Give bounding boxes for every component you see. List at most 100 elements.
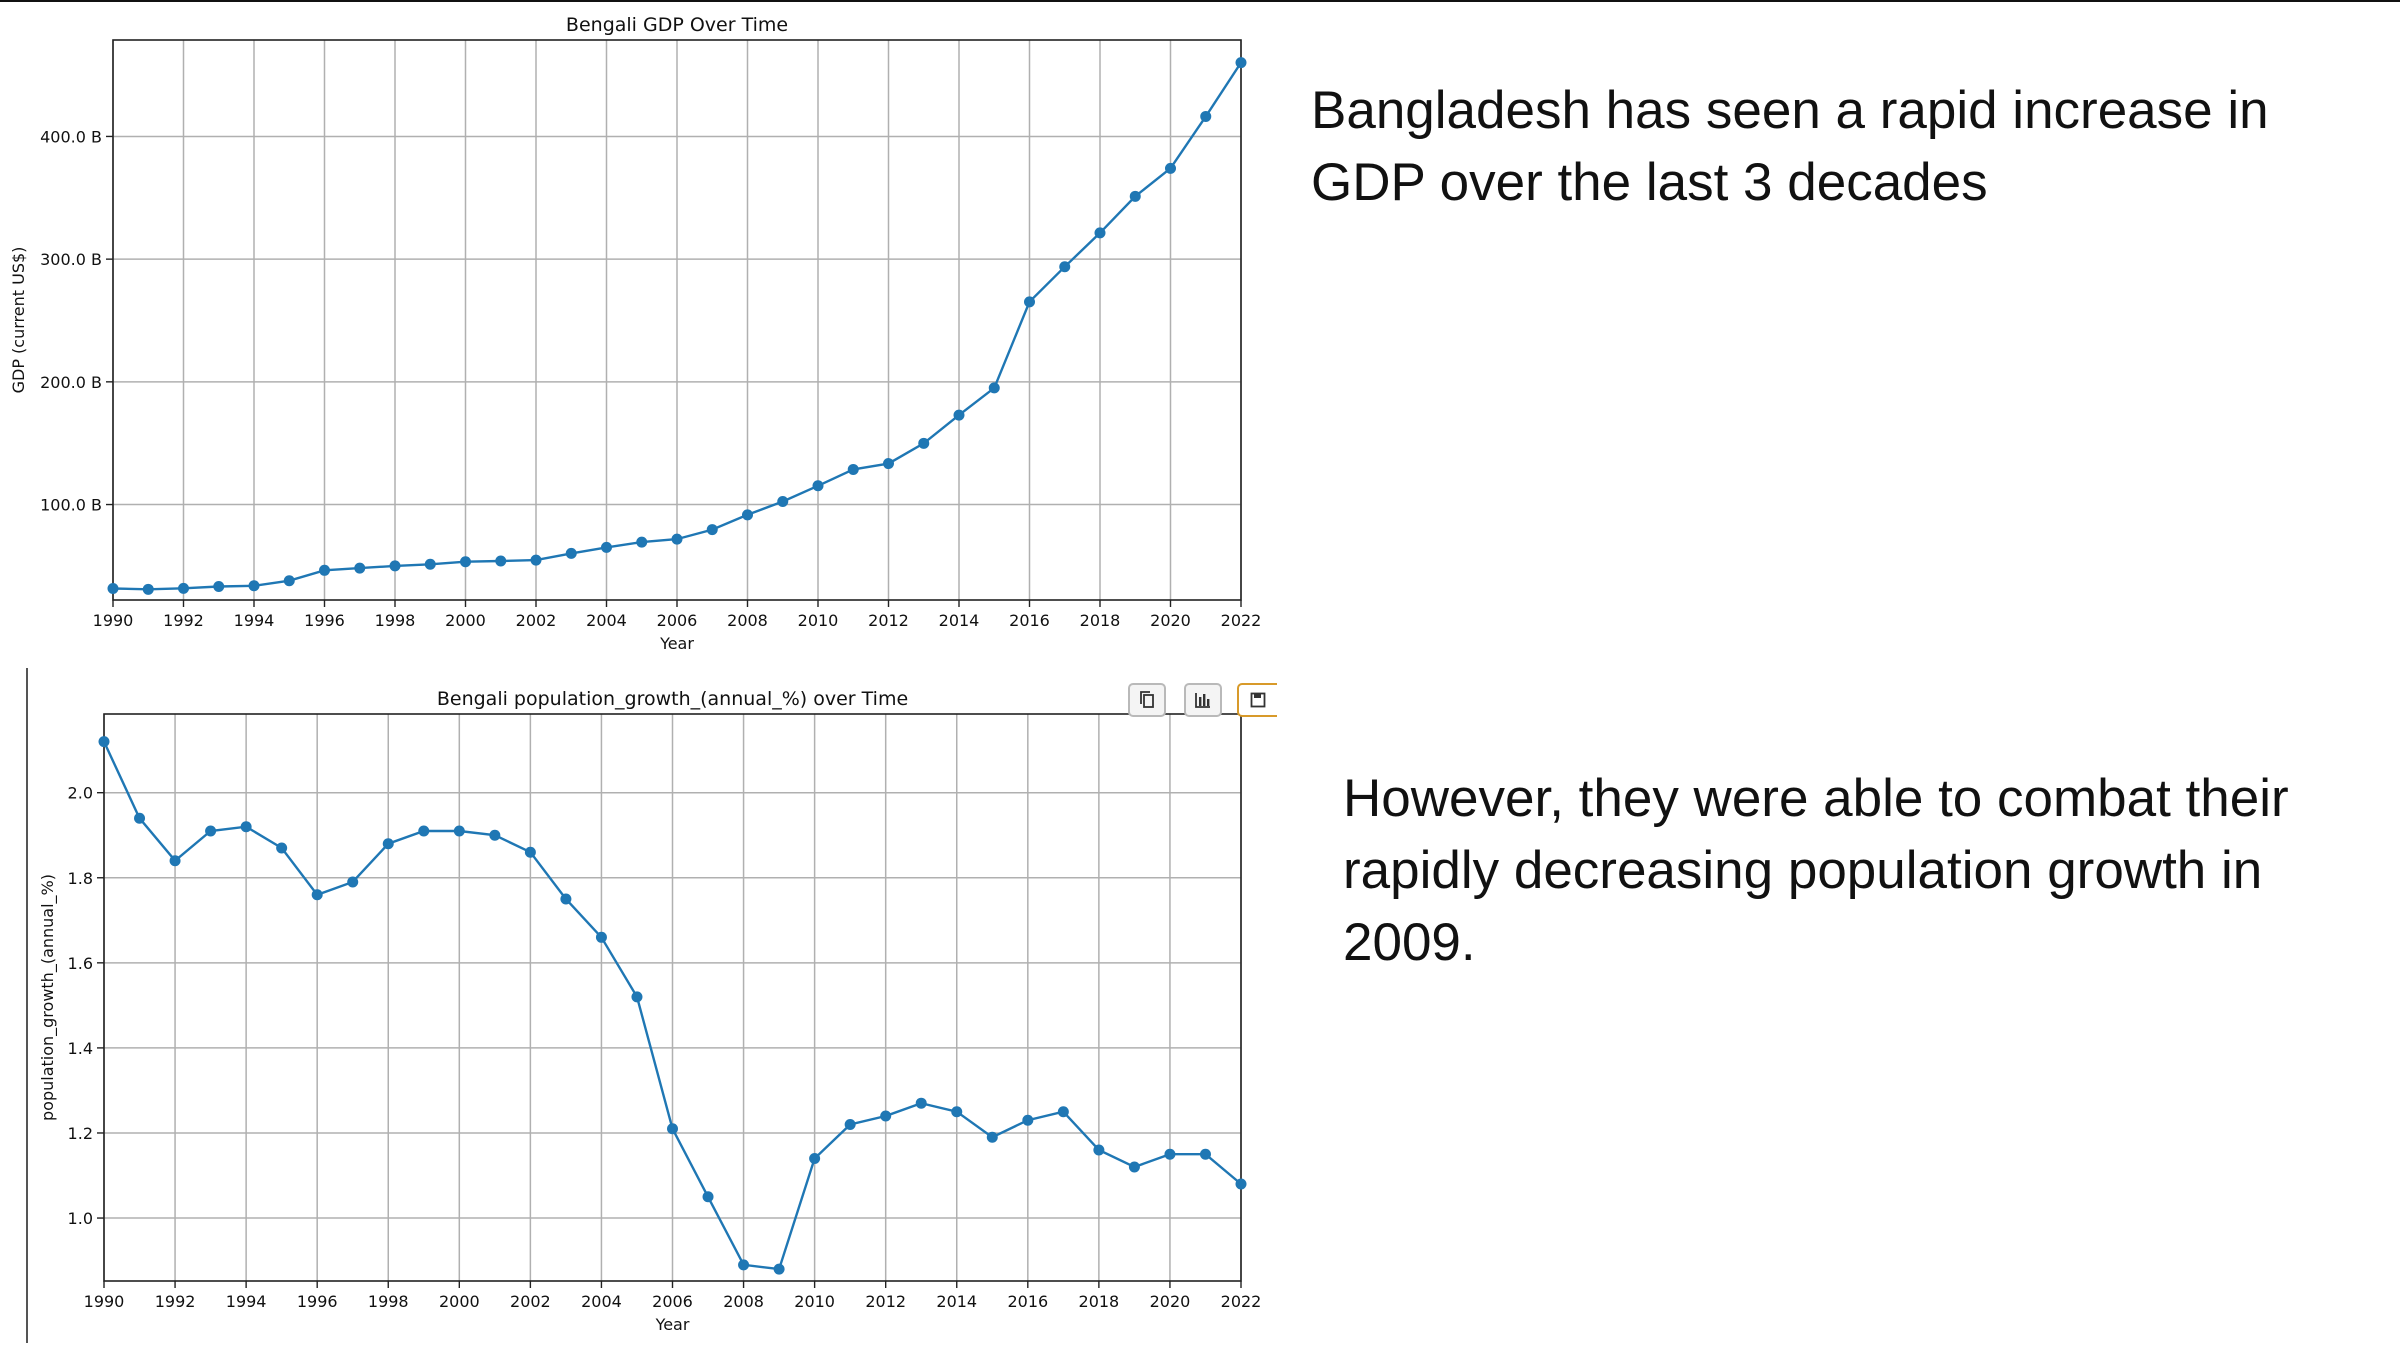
x-tick-label: 2020 [1150,611,1191,630]
data-point [460,556,471,568]
population-caption: However, they were able to combat their … [1343,769,2289,972]
x-tick-label: 2012 [868,611,909,630]
data-point [107,582,119,594]
data-point [1128,1161,1140,1173]
data-point [248,580,260,592]
x-tick-label: 2000 [439,1292,480,1311]
data-point [915,1097,927,1109]
data-point [1059,261,1071,273]
data-point [276,842,288,854]
x-tick-label: 2004 [586,611,627,630]
data-point [880,1110,892,1122]
save-icon [1250,692,1266,708]
data-point [424,558,436,570]
data-point [213,581,225,593]
left-border-line [26,668,28,1343]
data-point [809,1152,821,1164]
x-tick-label: 2008 [727,611,768,630]
x-tick-label: 1992 [163,611,204,630]
data-point [1094,227,1106,239]
chart-title: Bengali population_growth_(annual_%) ove… [437,688,908,710]
x-tick-label: 1996 [304,611,345,630]
data-point [240,821,252,833]
x-tick-label: 2022 [1221,611,1262,630]
data-point [953,409,965,421]
x-tick-label: 1990 [84,1292,125,1311]
x-tick-label: 1992 [155,1292,196,1311]
data-point [169,855,181,867]
y-tick-label: 1.6 [68,954,93,973]
data-point [98,736,110,748]
x-tick-label: 1998 [368,1292,409,1311]
data-point [1129,190,1141,202]
data-point [495,555,507,567]
data-point [283,575,295,587]
x-tick-label: 2010 [794,1292,835,1311]
data-point [347,876,359,888]
save-button[interactable] [1237,683,1277,717]
data-point [777,495,789,507]
data-point [1200,110,1212,122]
data-point [1235,57,1247,69]
data-point [847,463,859,475]
data-point [671,533,683,545]
x-tick-label: 2014 [939,611,980,630]
data-point [773,1263,785,1275]
data-point [389,560,401,572]
data-point [382,838,394,850]
x-tick-label: 1994 [234,611,275,630]
data-point [319,564,330,576]
x-tick-label: 1994 [226,1292,267,1311]
data-point [134,812,146,824]
data-point [311,889,323,901]
y-tick-label: 1.2 [68,1124,93,1143]
x-tick-label: 2014 [936,1292,977,1311]
y-tick-label: 100.0 B [40,496,102,515]
data-point [418,825,430,837]
data-point [702,1191,714,1203]
data-point [354,562,366,574]
x-tick-label: 2006 [657,611,698,630]
bar-chart-icon [1195,693,1210,708]
x-tick-label: 2000 [445,611,486,630]
y-tick-label: 200.0 B [40,373,102,392]
x-tick-label: 1996 [297,1292,338,1311]
top-border-line [0,0,2400,2]
x-tick-label: 2008 [723,1292,764,1311]
x-tick-label: 2010 [798,611,839,630]
data-point [812,480,824,492]
x-tick-label: 2016 [1009,611,1050,630]
x-axis-label: Year [655,1315,690,1334]
data-point [738,1259,750,1271]
y-tick-label: 1.4 [68,1039,93,1058]
x-tick-label: 1990 [93,611,134,630]
data-point [524,846,536,858]
data-point [844,1118,856,1130]
data-point [988,382,1000,394]
chart-button[interactable] [1184,683,1222,717]
data-point [883,458,894,470]
data-point [178,582,189,594]
x-tick-label: 2018 [1079,1292,1120,1311]
copy-button[interactable] [1128,683,1166,717]
y-tick-label: 1.8 [68,869,93,888]
data-point [742,509,753,521]
copy-icon [1140,691,1154,708]
x-tick-label: 2016 [1007,1292,1048,1311]
data-point [560,893,572,905]
x-tick-label: 2004 [581,1292,622,1311]
x-tick-label: 2018 [1080,611,1121,630]
data-point [565,547,577,559]
data-point [205,825,217,837]
data-point [951,1106,963,1118]
data-point [595,931,607,943]
gdp-line-chart: 1990 1992 1994 1996 1998 2000 2002 2004 2006 2008… [9,14,1262,653]
y-axis-label: GDP (current US$) [9,247,28,394]
data-point [631,991,643,1003]
data-point [1022,1114,1034,1126]
data-point [489,829,501,841]
y-tick-label: 2.0 [68,784,93,803]
data-point [601,541,612,553]
data-point [453,825,465,837]
chart-title: Bengali GDP Over Time [566,14,788,36]
